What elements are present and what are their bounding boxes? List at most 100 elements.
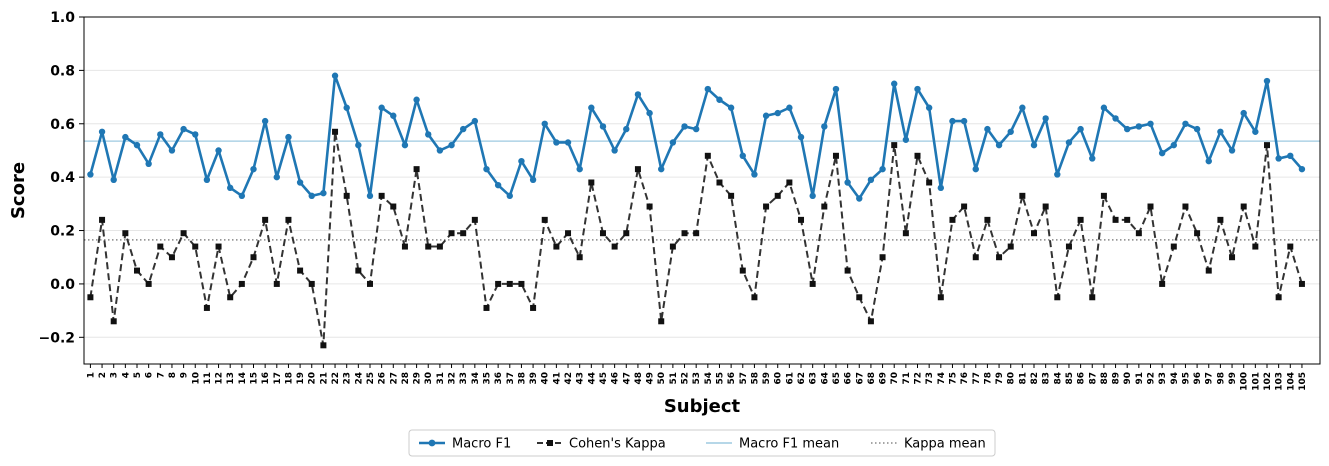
x-tick-label: 40	[541, 372, 551, 385]
x-tick-label: 82	[1030, 372, 1040, 385]
x-tick-label: 97	[1205, 372, 1215, 385]
data-point	[168, 147, 176, 154]
x-tick-label: 92	[1147, 372, 1157, 385]
data-point	[926, 179, 933, 186]
data-point	[925, 104, 933, 111]
x-tick-label: 4	[121, 372, 131, 378]
data-point	[716, 179, 723, 186]
x-tick-label: 46	[611, 372, 621, 385]
plot-frame	[83, 16, 1321, 365]
data-point	[133, 141, 141, 149]
data-point	[471, 117, 479, 125]
data-point	[98, 128, 106, 135]
data-point	[261, 117, 269, 125]
data-point	[1042, 115, 1049, 122]
data-point	[646, 109, 653, 117]
data-point	[262, 216, 269, 223]
data-point	[832, 152, 839, 159]
data-point	[1252, 128, 1259, 135]
data-point	[984, 125, 991, 133]
x-tick-label: 49	[646, 372, 656, 385]
data-point	[203, 304, 210, 311]
data-point	[960, 117, 968, 125]
x-tick-label: 101	[1251, 372, 1261, 391]
x-tick-label: 15	[249, 372, 259, 385]
data-point	[972, 165, 979, 173]
data-point	[1298, 280, 1305, 287]
x-tick-label: 102	[1263, 372, 1273, 391]
data-point	[413, 166, 420, 173]
data-point	[879, 254, 886, 261]
data-point	[110, 318, 117, 325]
x-tick-label: 53	[692, 372, 702, 385]
data-point	[716, 96, 723, 103]
x-tick-label: 51	[669, 372, 679, 385]
data-point	[413, 96, 420, 103]
data-point	[378, 104, 385, 111]
x-tick-label: 62	[797, 372, 807, 385]
x-tick-label: 5	[133, 372, 143, 378]
data-point	[168, 254, 175, 261]
x-tick-label: 66	[844, 372, 854, 385]
x-tick-label: 96	[1193, 372, 1203, 385]
data-point	[553, 139, 560, 146]
data-point	[401, 141, 409, 149]
x-tick-label: 55	[715, 372, 725, 385]
data-point	[471, 216, 478, 223]
data-point	[145, 160, 152, 168]
data-point	[518, 280, 525, 287]
x-tick-label: 39	[529, 372, 539, 385]
x-tick-label: 32	[448, 372, 458, 385]
data-point	[762, 112, 770, 119]
data-point	[1065, 243, 1072, 250]
data-point	[273, 280, 280, 287]
x-tick-label: 34	[471, 372, 481, 385]
data-point	[1019, 104, 1026, 111]
data-point	[1229, 254, 1236, 261]
x-tick-label: 70	[890, 372, 900, 385]
data-point	[995, 141, 1003, 149]
data-point	[611, 147, 618, 154]
data-point	[623, 125, 630, 133]
data-point	[867, 176, 875, 184]
data-point	[856, 294, 863, 301]
x-tick-label: 11	[203, 372, 213, 385]
data-point	[658, 165, 665, 173]
y-tick-label: 0.2	[50, 224, 75, 240]
data-point	[1194, 230, 1201, 237]
data-point	[494, 181, 502, 189]
legend-entry: Cohen's Kappa	[537, 437, 666, 452]
data-point	[436, 147, 444, 154]
data-point	[1240, 109, 1247, 117]
x-tick-label: 21	[319, 372, 329, 385]
data-point	[1159, 280, 1166, 287]
data-point	[1182, 203, 1189, 210]
legend-marker	[547, 440, 553, 446]
x-tick-label: 79	[995, 372, 1005, 385]
x-tick-label: 94	[1170, 372, 1180, 385]
data-point	[763, 203, 770, 210]
data-point	[623, 230, 630, 237]
data-point	[226, 184, 234, 192]
data-point	[145, 280, 152, 287]
x-tick-label: 67	[855, 372, 865, 385]
x-tick-label: 86	[1077, 372, 1087, 385]
data-point	[320, 189, 327, 197]
data-point	[599, 123, 607, 130]
y-axis: −0.2 0.0 0.2 0.4 0.6 0.8 1.0	[38, 10, 84, 346]
data-point	[308, 192, 315, 200]
y-tick-label: 0.4	[50, 170, 75, 186]
data-point	[728, 192, 735, 199]
data-point	[192, 131, 199, 138]
data-point	[460, 230, 467, 237]
x-tick-label: 13	[226, 372, 236, 385]
x-axis-label: Subject	[664, 396, 741, 417]
data-point	[1170, 243, 1177, 250]
data-point	[844, 267, 851, 274]
data-point	[134, 267, 141, 274]
data-point	[1019, 192, 1026, 199]
data-point	[366, 280, 373, 287]
data-point	[1089, 294, 1096, 301]
data-point	[634, 91, 642, 98]
data-point	[1193, 125, 1201, 133]
